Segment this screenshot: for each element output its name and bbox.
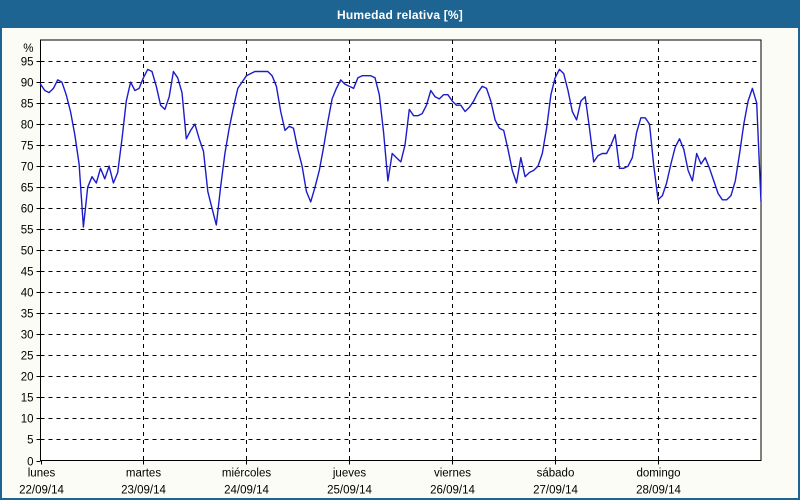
y-axis-tick-label: 90 bbox=[21, 78, 34, 90]
y-axis-tick-label: 10 bbox=[21, 414, 34, 426]
y-axis-tick-label: 70 bbox=[21, 162, 34, 174]
y-axis-tick-label: 60 bbox=[21, 204, 34, 216]
y-axis-tick-label: 30 bbox=[21, 330, 34, 342]
y-axis-tick-label: 25 bbox=[21, 351, 34, 363]
x-axis-date-label: 28/09/14 bbox=[636, 485, 681, 497]
y-axis-tick-label: 5 bbox=[27, 435, 33, 447]
chart-area: 0 5 10 15 20 25 30 35 40 45 50 55 60 65 70 75 80 85 90 95% l… bbox=[2, 28, 798, 498]
y-axis-tick-label: 35 bbox=[21, 309, 34, 321]
x-axis-day-label: sábado bbox=[537, 468, 575, 480]
x-axis-day-label: miércoles bbox=[222, 468, 271, 480]
y-axis-tick-label: 0 bbox=[27, 457, 33, 469]
y-axis-tick-label: 50 bbox=[21, 246, 34, 258]
y-axis-unit-label: % bbox=[23, 43, 33, 55]
x-axis-date-label: 22/09/14 bbox=[19, 485, 64, 497]
y-axis-tick-label: 45 bbox=[21, 267, 34, 279]
y-axis-tick-label: 65 bbox=[21, 183, 34, 195]
x-axis-date-label: 25/09/14 bbox=[327, 485, 372, 497]
y-axis-tick-label: 95 bbox=[21, 57, 34, 69]
y-axis-tick-label: 80 bbox=[21, 120, 34, 132]
x-axis-day-label: martes bbox=[126, 468, 161, 480]
x-axis-date-label: 23/09/14 bbox=[121, 485, 166, 497]
title-bar: Humedad relativa [%] bbox=[2, 2, 798, 28]
humidity-chart: 0 5 10 15 20 25 30 35 40 45 50 55 60 65 70 75 80 85 90 95% l… bbox=[19, 39, 762, 497]
x-axis-day-label: domingo bbox=[636, 468, 680, 480]
x-axis-day-label: lunes bbox=[28, 468, 56, 480]
x-axis-day-label: jueves bbox=[332, 468, 366, 480]
chart-title: Humedad relativa [%] bbox=[336, 8, 464, 22]
y-axis-tick-label: 20 bbox=[21, 372, 34, 384]
x-axis-date-label: 26/09/14 bbox=[430, 485, 475, 497]
y-axis-tick-label: 75 bbox=[21, 141, 34, 153]
x-axis-date-label: 24/09/14 bbox=[224, 485, 269, 497]
x-axis-date-label: 27/09/14 bbox=[533, 485, 578, 497]
y-axis-tick-label: 40 bbox=[21, 288, 34, 300]
y-axis-tick-label: 15 bbox=[21, 393, 34, 405]
y-axis-tick-label: 55 bbox=[21, 225, 34, 237]
y-axis-tick-label: 85 bbox=[21, 99, 34, 111]
humidity-line bbox=[39, 68, 762, 228]
x-axis-day-label: viernes bbox=[434, 468, 471, 480]
